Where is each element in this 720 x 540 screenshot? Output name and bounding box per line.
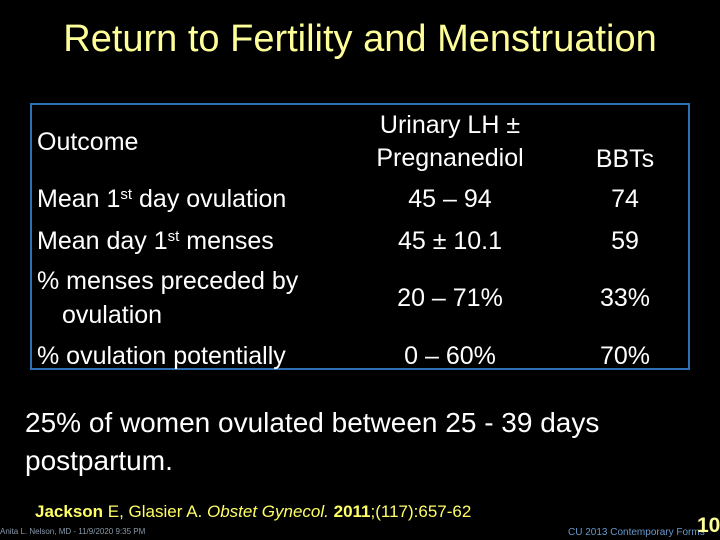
cell-bbt-row3: 33% [599,284,651,312]
cell-lh-row1: 45 – 94 [408,185,492,213]
citation: Jackson E, Glasier A. Obstet Gynecol. 20… [35,502,472,521]
slide-number: 10 [697,514,720,537]
row-label-menses-preceded-line1: % menses preceded by [37,267,299,295]
row-label-ovulation-potentially: % ovulation potentially [37,342,286,370]
postpartum-note: 25% of women ovulated between 25 - 39 da… [25,407,600,476]
cell-bbt-row4: 70% [599,342,651,370]
slide-title: Return to Fertility and Menstruation [63,18,657,60]
header-lh-line1: Urinary LH ± [379,111,521,139]
cell-lh-row3: 20 – 71% [397,284,503,312]
cell-bbt-row2: 59 [611,227,639,255]
header-lh-line2: Pregnanediol [376,144,524,172]
header-bbts: BBTs [595,145,655,173]
outcome-table [30,103,690,370]
cell-lh-row4: 0 – 60% [404,342,496,370]
row-label-menses-preceded-line2: ovulation [62,301,163,329]
header-outcome: Outcome [37,128,139,156]
footer-author: Anita L. Nelson, MD - 11/9/2020 9:35 PM [0,527,146,536]
cell-bbt-row1: 74 [611,185,639,213]
footer-source: CU 2013 Contemporary Forms [568,527,705,538]
row-label-mean-first-day-ovulation: Mean 1st day ovulation [37,185,287,213]
row-label-mean-day-first-menses: Mean day 1st menses [37,227,274,255]
cell-lh-row2: 45 ± 10.1 [397,227,503,255]
